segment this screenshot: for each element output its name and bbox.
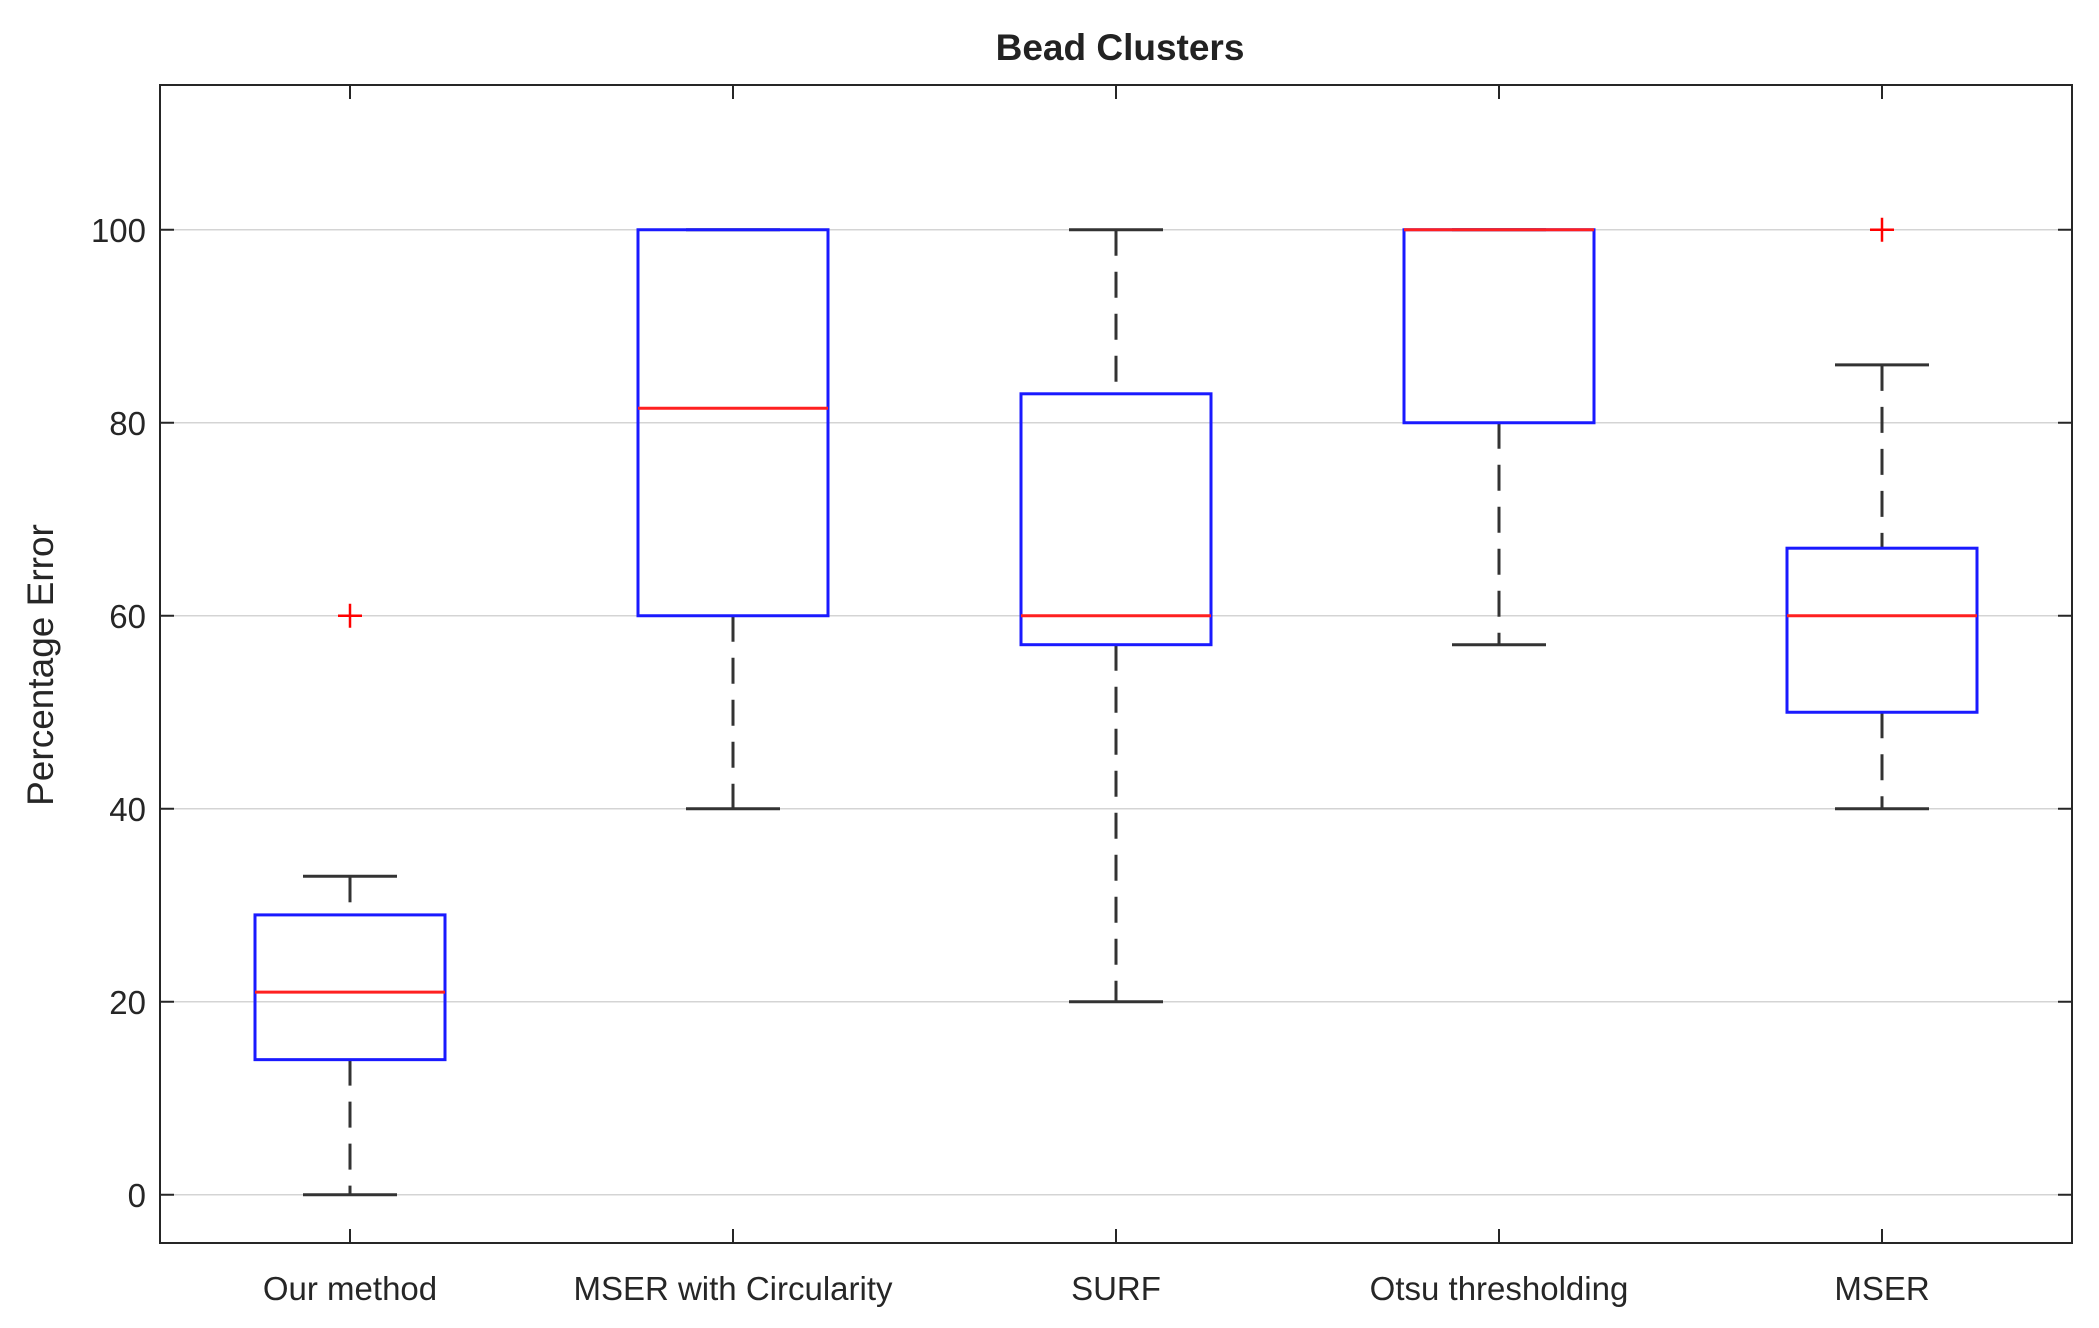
iqr-box (1785, 546, 1979, 714)
iqr-box (253, 913, 447, 1062)
y-tick-label: 60 (109, 598, 146, 635)
y-axis-label: Percentage Error (20, 524, 61, 806)
chart-title: Bead Clusters (996, 27, 1245, 68)
box-group-3 (1019, 228, 1213, 1004)
x-tick-label: SURF (1071, 1270, 1161, 1307)
y-tick-label: 100 (91, 212, 146, 249)
y-tick-label: 80 (109, 405, 146, 442)
box-group-1 (253, 603, 447, 1197)
iqr-box (1019, 392, 1213, 647)
box-group-4 (1402, 228, 1596, 647)
box-group-5 (1785, 217, 1979, 811)
x-tick-label: Otsu thresholding (1370, 1270, 1629, 1307)
x-tick-label: MSER with Circularity (573, 1270, 893, 1307)
y-tick-label: 20 (109, 984, 146, 1021)
x-tick-label: MSER (1834, 1270, 1929, 1307)
box-group-2 (636, 228, 830, 811)
iqr-box (636, 228, 830, 618)
axis-ticks: 0 20 40 60 80 100 Our method MSER with Circular… (91, 85, 2072, 1307)
y-tick-label: 40 (109, 791, 146, 828)
plot-area (253, 217, 1979, 1197)
y-tick-label: 0 (128, 1177, 146, 1214)
x-tick-label: Our method (263, 1270, 437, 1307)
